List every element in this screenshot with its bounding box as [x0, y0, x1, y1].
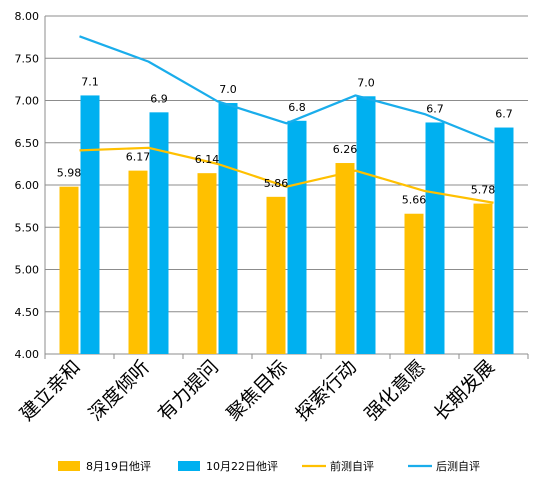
y-tick-label: 7.00 [15, 95, 40, 108]
y-tick-label: 4.50 [15, 306, 40, 319]
data-label-aug19: 6.17 [126, 151, 151, 164]
bar-aug19 [473, 203, 493, 354]
bar-oct22 [80, 95, 100, 355]
bar-aug19 [404, 213, 424, 354]
data-label-oct22: 7.0 [219, 83, 237, 96]
data-label-oct22: 6.8 [288, 101, 306, 114]
x-category-label: 建立亲和 [16, 356, 85, 425]
y-tick-label: 7.50 [15, 52, 40, 65]
legend-swatch [178, 461, 200, 471]
bar-aug19 [59, 186, 79, 354]
y-tick-label: 5.50 [15, 221, 40, 234]
bar-aug19 [266, 196, 286, 354]
data-label-aug19: 5.78 [471, 184, 496, 197]
y-tick-label: 6.50 [15, 137, 40, 150]
data-label-oct22: 7.0 [357, 76, 375, 89]
x-category-label: 长期发展 [430, 356, 499, 425]
data-label-aug19: 6.14 [195, 153, 220, 166]
data-label-aug19: 6.26 [333, 143, 358, 156]
data-label-aug19: 5.98 [57, 167, 82, 180]
bar-oct22 [287, 120, 307, 354]
x-category-label: 聚焦目标 [223, 356, 292, 425]
bar-aug19 [335, 163, 355, 354]
data-label-oct22: 6.9 [150, 92, 168, 105]
bar-aug19 [128, 170, 148, 354]
bar-oct22 [425, 122, 445, 354]
x-category-label: 强化意愿 [361, 356, 430, 425]
line-posttest-self [79, 35, 494, 143]
data-label-oct22: 6.7 [495, 108, 513, 121]
x-category-label: 有力提问 [154, 356, 223, 425]
legend-label: 前测自评 [330, 459, 374, 473]
legend-label: 后测自评 [436, 460, 480, 473]
legend-label: 8月19日他评 [86, 460, 151, 473]
x-category-label: 探索行动 [292, 356, 361, 425]
line-pretest-self [79, 146, 494, 204]
bar-oct22 [356, 96, 376, 355]
y-tick-label: 4.00 [15, 348, 40, 361]
y-tick-label: 8.00 [15, 10, 40, 23]
y-tick-label: 5.00 [15, 264, 40, 277]
y-tick-label: 6.00 [15, 179, 40, 192]
bar-oct22 [149, 112, 169, 354]
bar-oct22 [218, 103, 238, 354]
bar-oct22 [494, 127, 514, 354]
data-label-oct22: 7.1 [81, 75, 99, 88]
data-label-aug19: 5.86 [264, 177, 289, 190]
data-label-aug19: 5.66 [402, 194, 427, 207]
legend-label: 10月22日他评 [206, 460, 278, 473]
x-category-label: 深度倾听 [85, 356, 154, 425]
bar-aug19 [197, 173, 217, 354]
legend-swatch [58, 461, 80, 471]
data-label-oct22: 6.7 [426, 102, 444, 115]
